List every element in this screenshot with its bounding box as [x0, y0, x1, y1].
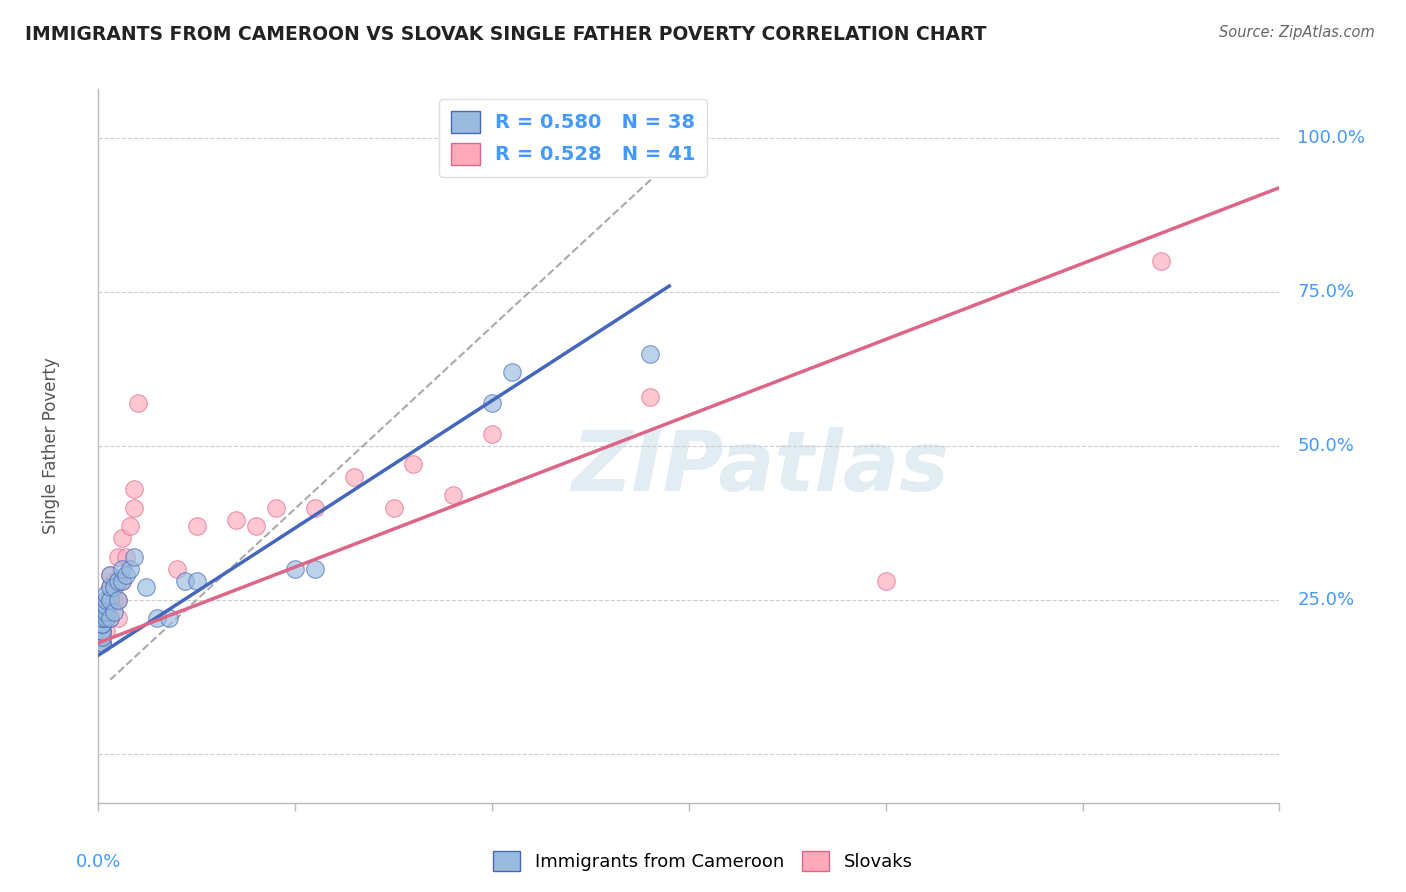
- Point: [96, 599, 118, 613]
- Point: [107, 574, 129, 589]
- Point: [304, 500, 326, 515]
- Point: [225, 513, 247, 527]
- Point: [875, 574, 897, 589]
- Point: [91, 617, 114, 632]
- Point: [1150, 254, 1173, 268]
- Point: [638, 347, 661, 361]
- Point: [103, 592, 125, 607]
- Point: [638, 390, 661, 404]
- Point: [91, 636, 114, 650]
- Legend: R = 0.580   N = 38, R = 0.528   N = 41: R = 0.580 N = 38, R = 0.528 N = 41: [439, 99, 707, 177]
- Point: [111, 531, 134, 545]
- Point: [304, 562, 326, 576]
- Text: 75.0%: 75.0%: [1298, 283, 1354, 301]
- Point: [103, 581, 125, 595]
- Point: [111, 574, 134, 589]
- Point: [91, 624, 114, 638]
- Point: [91, 611, 114, 625]
- Point: [91, 617, 114, 632]
- Point: [91, 611, 114, 625]
- Point: [122, 482, 145, 496]
- Point: [98, 568, 121, 582]
- Point: [264, 500, 287, 515]
- Point: [98, 568, 121, 582]
- Point: [186, 519, 208, 533]
- Point: [118, 562, 141, 576]
- Point: [91, 630, 114, 644]
- Text: Single Father Poverty: Single Father Poverty: [42, 358, 60, 534]
- Point: [96, 611, 118, 625]
- Point: [91, 624, 114, 638]
- Point: [98, 581, 121, 595]
- Point: [96, 605, 118, 619]
- Point: [91, 636, 114, 650]
- Text: ZIPatlas: ZIPatlas: [571, 427, 949, 508]
- Point: [107, 592, 129, 607]
- Point: [96, 592, 118, 607]
- Point: [441, 488, 464, 502]
- Point: [96, 624, 118, 638]
- Point: [98, 592, 121, 607]
- Text: IMMIGRANTS FROM CAMEROON VS SLOVAK SINGLE FATHER POVERTY CORRELATION CHART: IMMIGRANTS FROM CAMEROON VS SLOVAK SINGL…: [25, 25, 987, 44]
- Point: [501, 365, 523, 379]
- Point: [96, 592, 118, 607]
- Point: [245, 519, 267, 533]
- Point: [91, 624, 114, 638]
- Point: [343, 469, 366, 483]
- Point: [91, 605, 114, 619]
- Point: [402, 458, 425, 472]
- Point: [157, 611, 180, 625]
- Point: [91, 630, 114, 644]
- Point: [98, 581, 121, 595]
- Text: 50.0%: 50.0%: [1298, 437, 1354, 455]
- Text: Source: ZipAtlas.com: Source: ZipAtlas.com: [1219, 25, 1375, 40]
- Point: [107, 549, 129, 564]
- Point: [118, 519, 141, 533]
- Point: [98, 592, 121, 607]
- Point: [91, 617, 114, 632]
- Text: 25.0%: 25.0%: [1298, 591, 1354, 609]
- Point: [111, 562, 134, 576]
- Point: [103, 605, 125, 619]
- Point: [122, 549, 145, 564]
- Point: [98, 611, 121, 625]
- Point: [174, 574, 197, 589]
- Text: 100.0%: 100.0%: [1298, 129, 1365, 147]
- Point: [186, 574, 208, 589]
- Point: [481, 396, 503, 410]
- Point: [96, 587, 118, 601]
- Point: [135, 581, 157, 595]
- Point: [96, 605, 118, 619]
- Point: [115, 568, 138, 582]
- Point: [107, 611, 129, 625]
- Point: [127, 396, 149, 410]
- Point: [146, 611, 169, 625]
- Point: [284, 562, 307, 576]
- Legend: Immigrants from Cameroon, Slovaks: Immigrants from Cameroon, Slovaks: [486, 844, 920, 879]
- Text: 0.0%: 0.0%: [76, 853, 121, 871]
- Point: [96, 599, 118, 613]
- Point: [122, 500, 145, 515]
- Point: [481, 426, 503, 441]
- Point: [111, 574, 134, 589]
- Point: [107, 574, 129, 589]
- Point: [107, 592, 129, 607]
- Point: [98, 611, 121, 625]
- Point: [382, 500, 405, 515]
- Point: [103, 574, 125, 589]
- Point: [91, 636, 114, 650]
- Point: [91, 611, 114, 625]
- Point: [115, 549, 138, 564]
- Point: [166, 562, 188, 576]
- Point: [96, 611, 118, 625]
